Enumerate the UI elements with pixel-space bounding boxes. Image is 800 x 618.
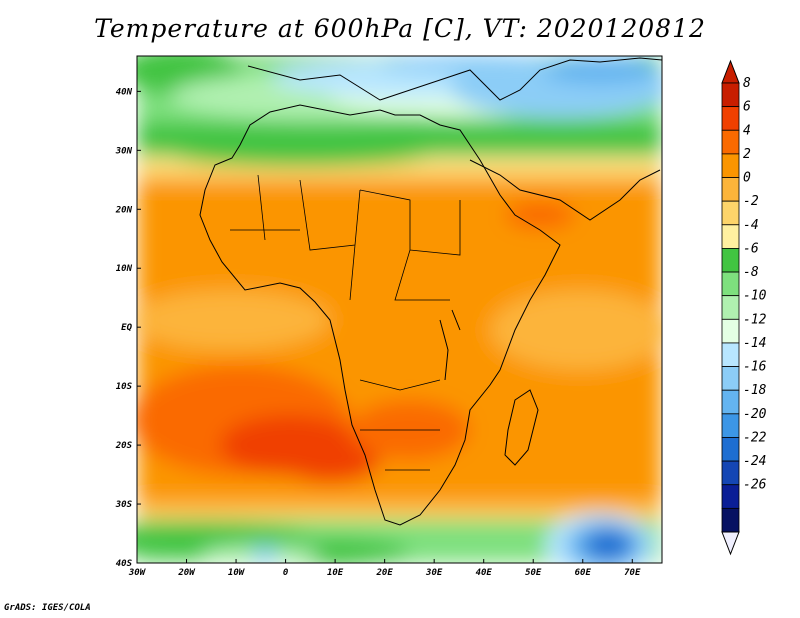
lon-tick-label: 60E <box>575 568 592 578</box>
lat-tick-label: 10S <box>116 382 133 392</box>
colorbar-bottom-arrow <box>721 531 740 556</box>
lon-tick-label: 0 <box>283 568 289 578</box>
colorbar-segment <box>721 484 740 509</box>
temperature-field <box>137 56 662 563</box>
colorbar-segment <box>721 224 740 249</box>
colorbar-label: -14 <box>743 336 766 351</box>
colorbar-label: -20 <box>743 407 767 422</box>
latitude-axis: 40N 30N 20N 10N EQ 10S 20S 30S 40S <box>115 87 141 569</box>
lat-tick-label: 20S <box>115 441 133 451</box>
colorbar-segment <box>721 106 740 131</box>
colorbar-label: -6 <box>743 241 759 256</box>
lat-tick-label: EQ <box>121 323 132 333</box>
country-borders <box>230 174 461 471</box>
lon-tick-label: 20W <box>177 568 196 578</box>
colorbar-label: -8 <box>743 265 759 280</box>
lat-tick-label: 30N <box>115 146 133 156</box>
colorbar-label: 8 <box>743 76 751 91</box>
lat-tick-label: 40N <box>116 87 133 97</box>
colorbar-label: 2 <box>743 147 751 162</box>
colorbar-label: -24 <box>743 454 766 469</box>
colorbar-label: -22 <box>743 430 767 445</box>
lat-tick-label: 30S <box>115 500 133 510</box>
lat-tick-label: 10N <box>116 264 133 274</box>
lon-tick-label: 10E <box>327 568 344 578</box>
lon-tick-label: 20E <box>376 568 394 578</box>
colorbar-label: 0 <box>743 171 751 186</box>
colorbar-segment <box>721 342 740 367</box>
colorbar-segment <box>721 366 740 391</box>
lat-tick-label: 40S <box>116 559 133 569</box>
colorbar-segment <box>721 200 740 226</box>
colorbar-segment <box>721 153 740 178</box>
colorbar-label: 4 <box>743 123 751 138</box>
colorbar-label: -18 <box>743 383 767 398</box>
lon-tick-label: 40E <box>476 568 493 578</box>
colorbar-label: -26 <box>743 478 767 493</box>
colorbar-label: -2 <box>743 194 759 209</box>
colorbar-label: -12 <box>743 312 767 327</box>
colorbar-segment <box>721 295 740 320</box>
colorbar-segment <box>721 437 740 462</box>
lon-tick-label: 70E <box>624 568 641 578</box>
colorbar: 8 6 4 2 0 -2 -4 -6 -8 -10 -12 -14 -16 -18 -20 -22 -24 -26 <box>721 59 767 556</box>
coastlines <box>199 57 662 526</box>
colorbar-label: 6 <box>743 100 751 115</box>
colorbar-segment <box>721 318 740 344</box>
lon-tick-label: 30W <box>128 568 147 578</box>
colorbar-segment <box>721 248 740 273</box>
colorbar-segment <box>721 271 740 297</box>
colorbar-segment <box>721 413 740 438</box>
colorbar-label: -16 <box>743 360 767 375</box>
colorbar-segment <box>721 82 740 108</box>
colorbar-top-arrow <box>721 59 740 84</box>
colorbar-segment <box>721 177 740 202</box>
map-title: Temperature at 600hPa [C], VT: 202012081… <box>94 14 706 43</box>
colorbar-label: -10 <box>743 289 767 304</box>
lat-tick-label: 20N <box>115 205 133 215</box>
plot-frame <box>136 55 663 564</box>
colorbar-label: -4 <box>743 218 759 233</box>
lon-tick-label: 30E <box>425 568 443 578</box>
lon-tick-label: 50E <box>525 568 542 578</box>
colorbar-segment <box>721 129 740 155</box>
colorbar-segment <box>721 507 740 533</box>
lon-tick-label: 10W <box>228 568 246 578</box>
footer-credit: GrADS: IGES/COLA <box>4 603 91 613</box>
colorbar-segment <box>721 460 740 486</box>
longitude-axis: 30W 20W 10W 0 10E 20E 30E 40E 50E 60E 70E <box>128 559 641 578</box>
colorbar-segment <box>721 389 740 415</box>
